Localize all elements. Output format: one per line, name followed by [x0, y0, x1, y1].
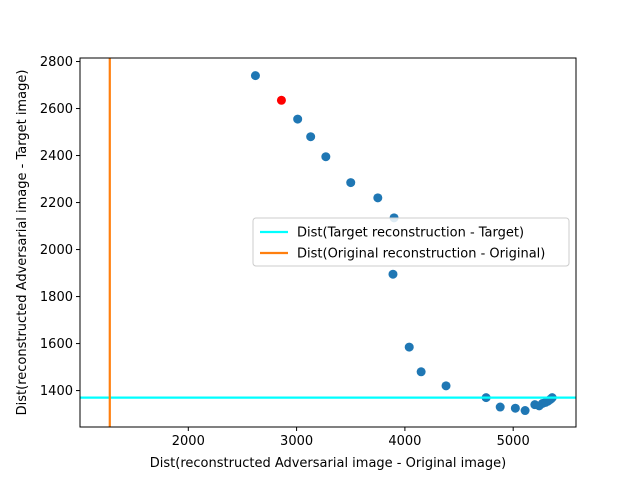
points-point-12	[495, 402, 505, 412]
x-axis-label: Dist(reconstructed Adversarial image - O…	[150, 456, 506, 471]
points-point-1	[293, 114, 303, 124]
y-tick-label: 2800	[40, 55, 73, 70]
y-tick-label: 1800	[40, 290, 73, 305]
x-tick-label: 2000	[172, 434, 205, 449]
y-axis-label: Dist(reconstructed Adversarial image - T…	[15, 70, 30, 416]
legend: Dist(Target reconstruction - Target) Dist…	[252, 217, 570, 267]
y-tick-label: 1600	[40, 337, 73, 352]
legend-entry-label: Dist(Target reconstruction - Target)	[297, 226, 524, 241]
y-tick-label: 2400	[40, 149, 73, 164]
highlighted-point-0	[276, 95, 286, 105]
y-tick-label: 2000	[40, 243, 73, 258]
points-point-10	[441, 381, 451, 391]
points-point-14	[520, 406, 530, 416]
x-tick-label: 5000	[497, 434, 530, 449]
points-point-8	[404, 342, 414, 352]
plot-frame	[79, 57, 577, 428]
points-point-4	[346, 178, 356, 188]
points-point-5	[373, 193, 383, 203]
legend-box	[252, 217, 570, 267]
points-point-0	[250, 71, 260, 81]
points-point-9	[416, 367, 426, 377]
points-point-7	[388, 269, 398, 279]
y-axis-ticks: 1400 1600 1800 2000 2200 2400 2600 2800	[40, 55, 80, 399]
y-tick-label: 1400	[40, 384, 73, 399]
points-point-13	[510, 403, 520, 413]
x-tick-label: 3000	[280, 434, 313, 449]
legend-entry-label: Dist(Original reconstruction - Original)	[297, 247, 545, 262]
x-tick-label: 4000	[388, 434, 421, 449]
y-tick-label: 2200	[40, 196, 73, 211]
points-point-2	[306, 132, 316, 142]
x-axis-ticks: 2000 3000 4000 5000	[172, 427, 530, 449]
y-tick-label: 2600	[40, 102, 73, 117]
reference-lines	[80, 58, 576, 427]
points-point-3	[321, 152, 331, 162]
